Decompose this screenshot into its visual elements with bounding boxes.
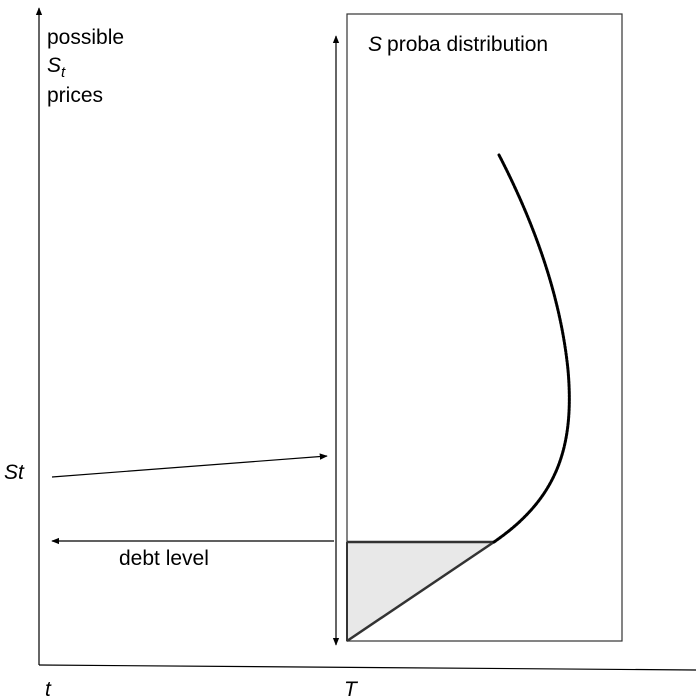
probability-distribution-curve xyxy=(492,153,571,544)
x-label-t: t xyxy=(45,678,52,699)
label-possible: possible xyxy=(47,26,124,49)
label-prices: prices xyxy=(47,84,103,107)
label-st-symbol: St xyxy=(47,54,66,81)
label-st-left: St xyxy=(4,461,25,484)
x-axis xyxy=(38,664,696,671)
distribution-box xyxy=(346,13,623,642)
st-arrow xyxy=(51,453,328,478)
x-label-T: T xyxy=(344,678,359,699)
triangle-hypotenuse xyxy=(346,540,495,643)
label-debt-level: debt level xyxy=(119,547,209,570)
